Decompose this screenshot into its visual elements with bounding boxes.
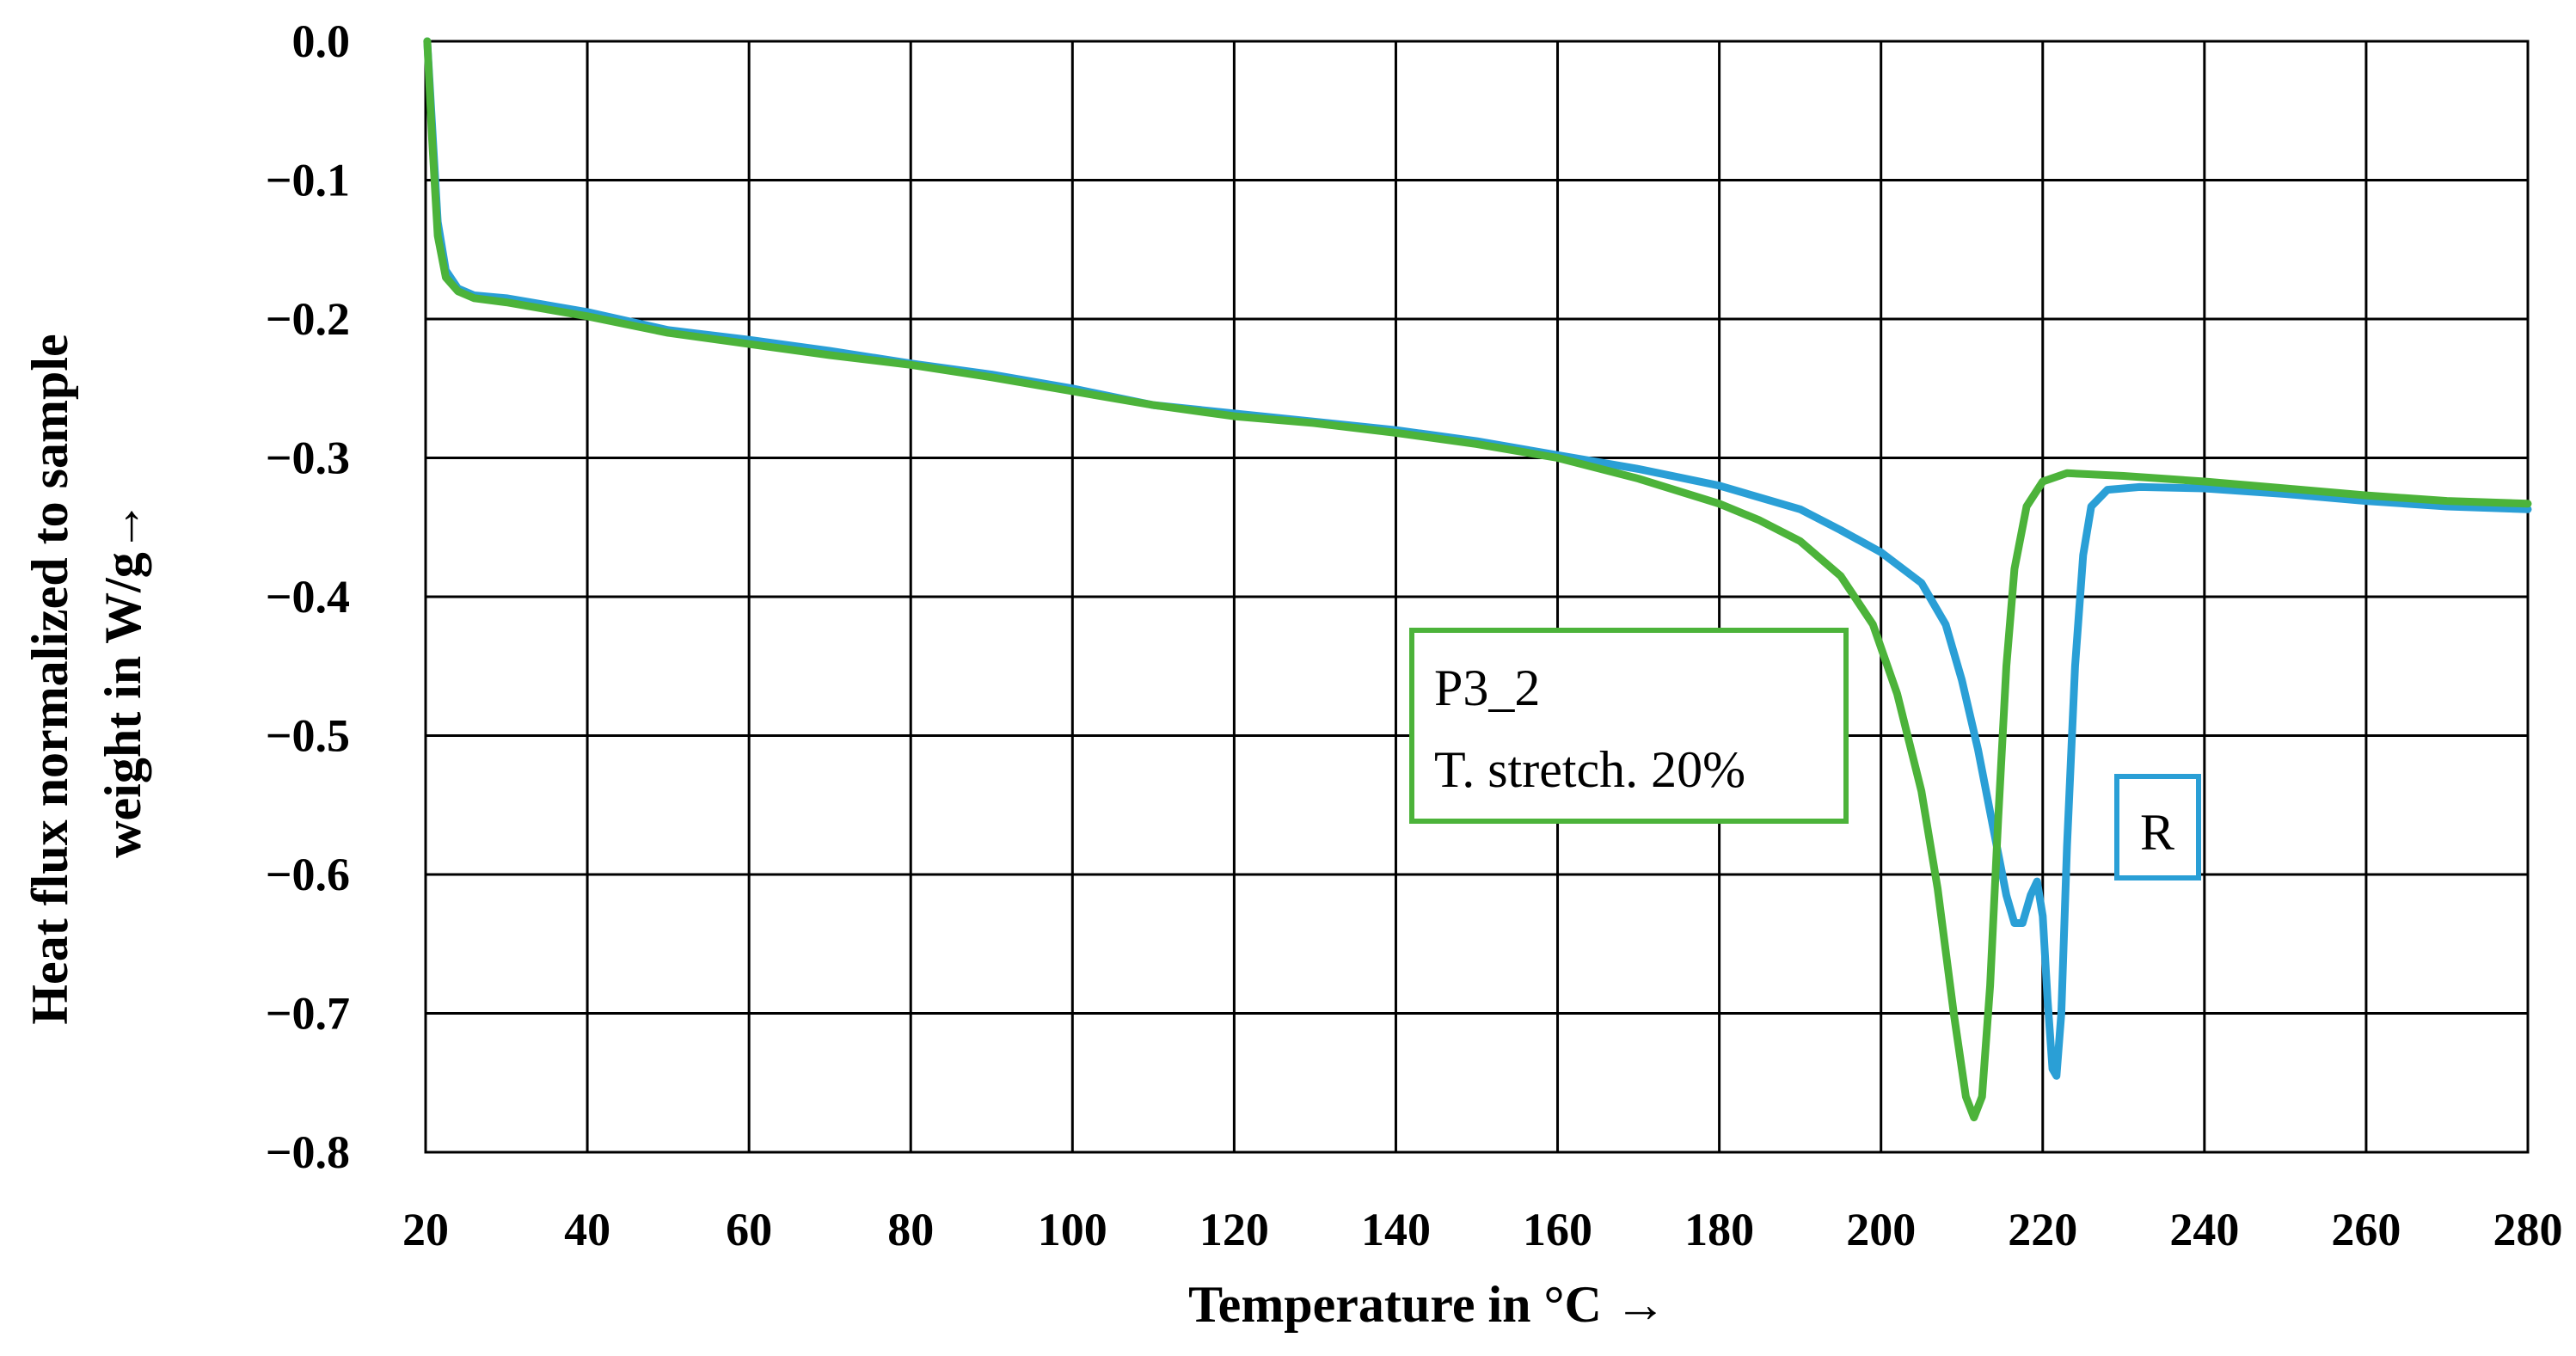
y-axis-tick-labels: 0.0 −0.1 −0.2 −0.3 −0.4 −0.5 −0.6 −0.7 −0.8 xyxy=(266,15,350,1178)
x-tick-label: 20 xyxy=(402,1204,449,1255)
x-tick-label: 80 xyxy=(887,1204,934,1255)
x-tick-label: 200 xyxy=(1846,1204,1916,1255)
y-tick-label: −0.1 xyxy=(266,155,350,206)
label-box-r-frame xyxy=(2114,774,2201,880)
y-tick-label: −0.2 xyxy=(266,293,350,345)
x-tick-label: 220 xyxy=(2008,1204,2077,1255)
label-box-p3-2: P3_2 T. stretch. 20% xyxy=(1409,628,1849,824)
y-tick-label: −0.4 xyxy=(266,571,350,623)
y-tick-label: 0.0 xyxy=(292,15,351,67)
x-tick-label: 60 xyxy=(726,1204,772,1255)
label-p3-2-line-1: P3_2 xyxy=(1434,660,1540,716)
x-tick-label: 160 xyxy=(1523,1204,1592,1255)
y-tick-label: −0.7 xyxy=(266,988,350,1040)
label-r-line-1: R xyxy=(2140,804,2174,861)
y-tick-label: −0.8 xyxy=(266,1126,350,1178)
plot-area-frame xyxy=(424,40,2530,1154)
y-axis-title-line-1: Heat flux normalized to sample xyxy=(21,334,78,1024)
label-box-p3-2-frame xyxy=(1409,628,1849,824)
x-tick-label: 180 xyxy=(1684,1204,1754,1255)
data-series xyxy=(423,37,2532,1122)
x-axis-title: Temperature in °C → xyxy=(1188,1276,1666,1333)
x-tick-label: 260 xyxy=(2331,1204,2401,1255)
y-tick-label: −0.3 xyxy=(266,433,350,484)
x-tick-label: 40 xyxy=(564,1204,610,1255)
x-tick-label: 140 xyxy=(1361,1204,1431,1255)
y-axis-title: Heat flux normalized to sample weight in… xyxy=(21,334,151,1024)
x-tick-label: 120 xyxy=(1199,1204,1269,1255)
x-tick-label: 280 xyxy=(2493,1204,2563,1255)
label-box-r: R xyxy=(2114,774,2201,880)
series-line-p3-2 xyxy=(423,37,2532,1122)
y-tick-label: −0.6 xyxy=(266,849,350,900)
x-tick-label: 240 xyxy=(2169,1204,2239,1255)
x-tick-label: 100 xyxy=(1038,1204,1107,1255)
x-axis-tick-labels: 20 40 60 80 100 120 140 160 180 200 220 240 260 280 xyxy=(402,1204,2563,1255)
y-axis-title-line-2: weight in W/g→ xyxy=(95,500,151,858)
label-p3-2-line-2: T. stretch. 20% xyxy=(1434,741,1745,798)
y-tick-label: −0.5 xyxy=(266,710,350,762)
